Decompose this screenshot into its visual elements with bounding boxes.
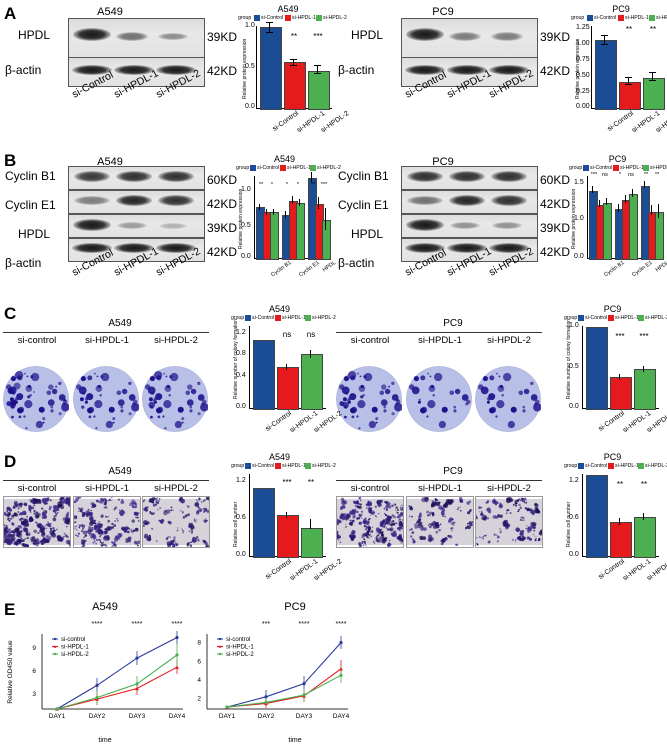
- svg-text:DAY2: DAY2: [89, 713, 106, 720]
- svg-text:****: ****: [92, 621, 103, 628]
- svg-text:Relative OD450 value: Relative OD450 value: [7, 640, 14, 704]
- svg-text:9: 9: [32, 645, 36, 652]
- svg-text:DAY4: DAY4: [333, 713, 350, 720]
- svg-text:****: ****: [336, 621, 347, 628]
- svg-text:DAY2: DAY2: [258, 713, 275, 720]
- svg-text:si-HPDL-1: si-HPDL-1: [61, 645, 89, 651]
- svg-text:8: 8: [197, 640, 201, 647]
- svg-text:6: 6: [197, 658, 201, 665]
- svg-text:6: 6: [32, 668, 36, 675]
- svg-text:si-control: si-control: [226, 637, 250, 643]
- svg-text:4: 4: [197, 677, 201, 684]
- svg-text:si-HPDL-2: si-HPDL-2: [226, 652, 254, 658]
- svg-text:si-HPDL-2: si-HPDL-2: [61, 652, 89, 658]
- svg-text:2: 2: [197, 696, 201, 703]
- svg-text:****: ****: [172, 621, 183, 628]
- svg-text:****: ****: [132, 621, 143, 628]
- svg-text:DAY1: DAY1: [49, 713, 66, 720]
- svg-text:***: ***: [262, 621, 270, 628]
- svg-text:si-HPDL-1: si-HPDL-1: [226, 645, 254, 651]
- svg-text:3: 3: [32, 691, 36, 698]
- svg-text:****: ****: [299, 621, 310, 628]
- svg-text:DAY1: DAY1: [219, 713, 236, 720]
- svg-text:si-control: si-control: [61, 637, 85, 643]
- svg-text:DAY4: DAY4: [169, 713, 186, 720]
- svg-text:DAY3: DAY3: [129, 713, 146, 720]
- svg-text:DAY3: DAY3: [296, 713, 313, 720]
